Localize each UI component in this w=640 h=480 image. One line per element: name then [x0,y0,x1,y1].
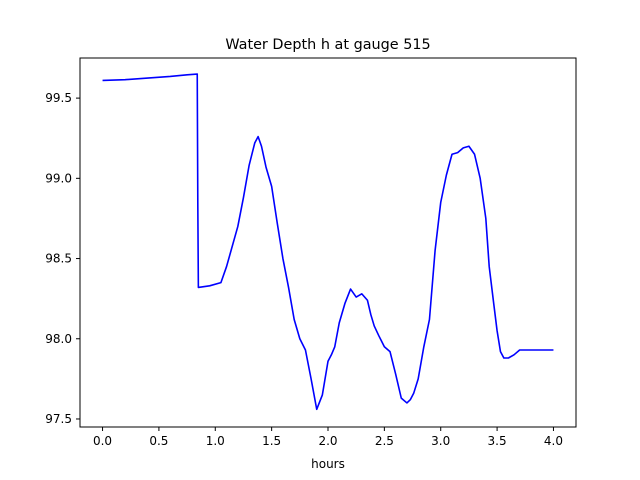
y-tick-label: 99.0 [45,171,72,185]
x-tick-label: 3.5 [488,434,507,448]
x-tick-label: 3.0 [431,434,450,448]
y-tick-label: 97.5 [45,412,72,426]
x-axis-ticks: 0.0 0.5 1.0 1.5 2.0 2.5 3.0 3.5 4.0 [93,427,563,448]
x-tick-label: 1.5 [262,434,281,448]
y-tick-label: 98.5 [45,252,72,266]
y-tick-label: 98.0 [45,332,72,346]
x-tick-label: 1.0 [206,434,225,448]
x-tick-label: 0.0 [93,434,112,448]
x-tick-label: 0.5 [149,434,168,448]
x-axis-label: hours [311,457,345,471]
plot-frame [79,57,577,428]
chart-title: Water Depth h at gauge 515 [225,37,430,53]
y-tick-label: 99.5 [45,91,72,105]
series-line [102,73,554,411]
x-tick-label: 2.5 [375,434,394,448]
x-tick-label: 4.0 [544,434,563,448]
y-axis-ticks: 97.5 98.0 98.5 99.0 99.5 [45,91,80,426]
x-tick-label: 2.0 [318,434,337,448]
plot-area [102,73,554,411]
